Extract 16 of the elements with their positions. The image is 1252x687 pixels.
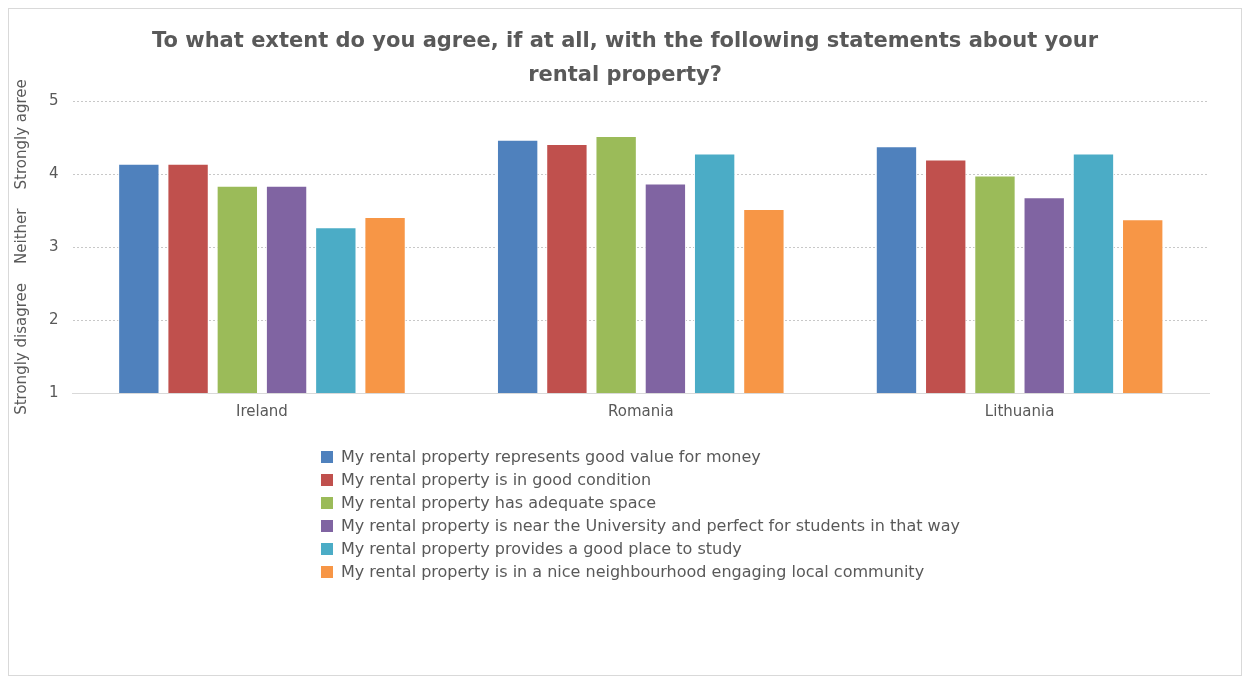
legend-label: My rental property has adequate space xyxy=(341,493,657,512)
legend-label: My rental property represents good value for money xyxy=(341,447,761,466)
y-tick-label: 5 xyxy=(49,90,59,109)
x-tick-label: Ireland xyxy=(236,401,288,420)
legend-label: My rental property is near the University and perfect for students in that way xyxy=(341,516,960,535)
legend-label: My rental property is in good condition xyxy=(341,470,652,489)
chart-title: To what extent do you agree, if at all, with the following statements about your rental property? xyxy=(151,27,1099,88)
x-tick-label: Romania xyxy=(607,401,674,420)
y-tick-label: 4 xyxy=(49,163,59,182)
legend-label: My rental property is in a nice neighbourhood engaging local community xyxy=(341,562,925,581)
legend-label: My rental property provides a good place to study xyxy=(341,539,742,558)
y-tick-label: 3 xyxy=(49,236,59,255)
y-tick-label: 1 xyxy=(49,382,59,401)
y-axis-title: Strongly disagree Neither Strongly agree xyxy=(11,79,30,415)
x-tick-label: Lithuania xyxy=(984,401,1055,420)
y-tick-label: 2 xyxy=(49,309,59,328)
